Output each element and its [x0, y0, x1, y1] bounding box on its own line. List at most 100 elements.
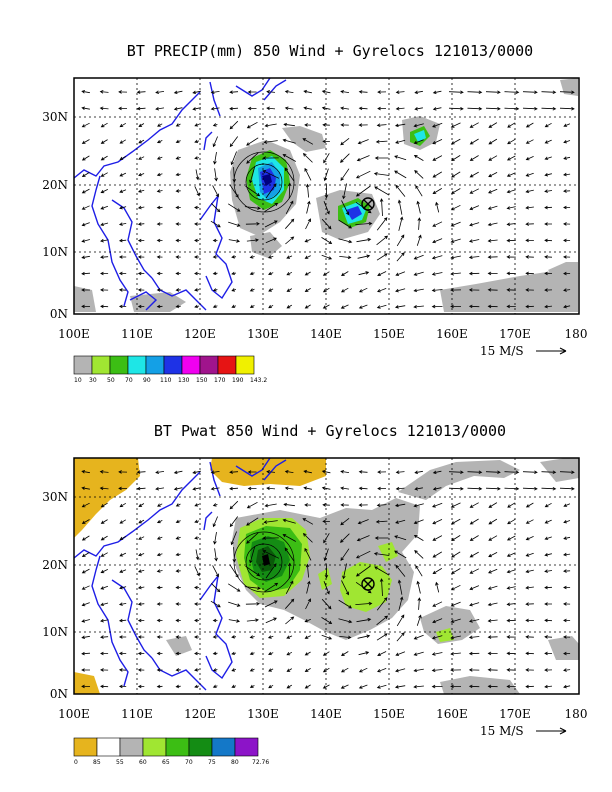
wind-vector — [357, 254, 371, 259]
wind-vector — [487, 585, 498, 590]
wind-vector — [450, 635, 461, 640]
wind-vector — [175, 288, 181, 292]
x-ticks-precip: 100E 110E 120E 130E 140E 150E 160E 170E … — [58, 327, 587, 341]
wind-vector — [304, 304, 311, 309]
wind-vector — [155, 486, 165, 491]
wind-vector — [286, 288, 293, 292]
wind-vector — [413, 519, 424, 525]
wind-vector — [376, 597, 388, 611]
wind-vector — [414, 106, 423, 111]
wind-vector — [321, 254, 333, 260]
colorbar-label: 10 — [74, 377, 82, 384]
wind-vector — [563, 238, 571, 243]
colorbar-label: 72.76 — [252, 759, 269, 766]
wind-vector — [394, 305, 406, 309]
wind-vector — [304, 651, 311, 656]
wind-vector — [340, 651, 349, 656]
wind-vector — [156, 519, 163, 524]
wind-vector — [469, 551, 479, 558]
x-tick: 150E — [373, 707, 405, 721]
wind-vector — [321, 486, 331, 491]
wind-vector — [450, 304, 462, 309]
wind-vector — [323, 581, 330, 595]
wind-vector — [340, 503, 349, 507]
wind-vector — [156, 635, 163, 639]
x-tick: 140E — [310, 707, 342, 721]
wind-vector — [266, 470, 276, 474]
colorbar-swatch — [211, 737, 236, 757]
wind-vector — [322, 123, 330, 127]
wind-vector — [268, 651, 274, 656]
wind-vector — [469, 138, 479, 145]
wind-vector — [544, 684, 553, 689]
wind-vector — [100, 535, 108, 541]
wind-vector — [413, 534, 424, 541]
wind-vector — [175, 255, 181, 259]
colorbar-label: 60 — [139, 759, 147, 766]
wind-vector — [119, 586, 127, 590]
wind-vector — [487, 602, 498, 607]
circled-x-icon — [361, 197, 375, 211]
wind-vector — [432, 519, 443, 525]
wind-vector — [228, 221, 241, 227]
wind-vector — [468, 684, 480, 689]
y-ticks-pwat: 30N 20N 10N 0N — [42, 490, 68, 701]
x-tick: 120E — [184, 707, 216, 721]
wind-vector — [398, 216, 404, 231]
wind-vector — [175, 222, 181, 226]
wind-vector — [173, 470, 183, 475]
colorbar-label: 65 — [162, 759, 170, 766]
wind-vector — [210, 106, 220, 111]
wind-vector — [544, 122, 552, 128]
wind-vector — [356, 155, 370, 162]
wind-vector — [374, 156, 389, 160]
wind-vector — [286, 668, 293, 672]
wind-vector — [339, 255, 352, 260]
wind-vector — [246, 137, 259, 146]
wind-vector — [305, 563, 310, 578]
wind-vector — [340, 517, 350, 526]
wind-vector — [525, 122, 534, 128]
wind-vector — [541, 470, 557, 475]
wind-vector — [212, 618, 218, 623]
wind-vector — [231, 271, 237, 276]
wind-vector — [194, 651, 200, 656]
wind-vector — [563, 222, 571, 226]
wind-vector — [488, 155, 498, 161]
wind-vector — [212, 255, 218, 259]
wind-vector — [100, 288, 109, 292]
wind-vector — [264, 503, 277, 508]
wind-vector — [507, 518, 516, 525]
wind-vector — [81, 668, 90, 672]
wind-vector — [246, 152, 259, 164]
wind-vector — [431, 635, 443, 640]
colorbar-label: 85 — [93, 759, 101, 766]
wind-vector — [302, 152, 313, 163]
wind-vector — [321, 237, 333, 245]
wind-vector — [100, 122, 108, 128]
wind-vector — [450, 138, 461, 145]
wind-vector — [119, 206, 127, 210]
wind-vector — [544, 189, 553, 193]
wind-vector — [304, 238, 311, 243]
wind-vector — [118, 255, 127, 259]
colorbar-swatch — [165, 737, 190, 757]
wind-vector — [262, 550, 280, 559]
wind-vector — [212, 635, 218, 639]
wind-vector — [394, 535, 407, 541]
wind-vector — [525, 172, 534, 177]
wind-vector — [229, 106, 239, 111]
wind-vector — [396, 632, 405, 642]
wind-vector — [211, 583, 221, 593]
wind-vector — [304, 288, 311, 293]
wind-vector — [413, 668, 424, 673]
wind-vector — [563, 651, 571, 656]
wind-vector — [322, 519, 330, 524]
wind-vector — [450, 204, 461, 211]
wind-vector — [448, 470, 464, 475]
wind-vector — [525, 519, 534, 524]
wind-vector — [304, 167, 312, 181]
wind-vector — [245, 602, 260, 606]
wind-vector — [284, 470, 294, 474]
wind-vector — [249, 166, 256, 184]
